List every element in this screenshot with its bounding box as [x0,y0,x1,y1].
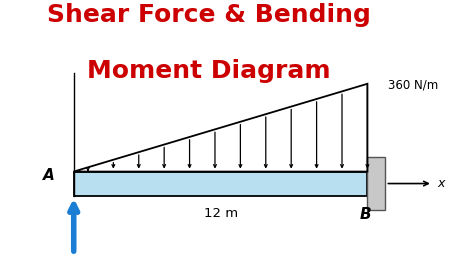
Text: B: B [359,207,371,222]
Text: x: x [438,177,445,190]
Text: Shear Force & Bending: Shear Force & Bending [47,3,371,27]
Text: Moment Diagram: Moment Diagram [87,59,330,82]
Text: A: A [43,168,55,183]
Text: 12 m: 12 m [203,207,237,221]
Text: 360 N/m: 360 N/m [388,78,438,92]
Bar [74,172,367,196]
Bar [367,157,385,210]
